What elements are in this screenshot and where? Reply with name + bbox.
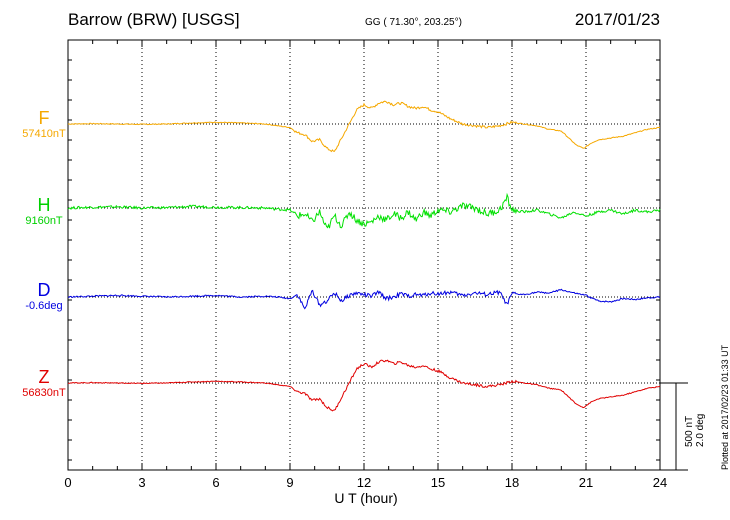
channel-f-label: F 57410nT bbox=[14, 108, 74, 141]
coordinates-label: GG ( 71.30°, 203.25°) bbox=[365, 17, 462, 28]
x-tick-label: 3 bbox=[138, 475, 145, 490]
channel-d-name: D bbox=[37, 280, 51, 300]
station-title: Barrow (BRW) [USGS] bbox=[68, 10, 240, 29]
x-tick-label: 6 bbox=[212, 475, 219, 490]
channel-z-label: Z 56830nT bbox=[14, 367, 74, 400]
x-tick-label: 15 bbox=[431, 475, 445, 490]
x-tick-label: 12 bbox=[357, 475, 371, 490]
x-tick-label: 9 bbox=[286, 475, 293, 490]
channel-d-baseline: -0.6deg bbox=[25, 300, 63, 312]
channel-h-baseline: 9160nT bbox=[25, 215, 63, 227]
channel-f-name: F bbox=[38, 108, 50, 128]
channel-f-baseline: 57410nT bbox=[22, 128, 66, 140]
channel-z-name: Z bbox=[38, 367, 50, 387]
date-label: 2017/01/23 bbox=[574, 10, 660, 29]
x-tick-label: 21 bbox=[579, 475, 593, 490]
series-line-d bbox=[67, 288, 661, 310]
channel-h-name: H bbox=[37, 195, 51, 215]
series-line-z bbox=[67, 359, 661, 412]
x-tick-label: 0 bbox=[64, 475, 71, 490]
x-tick-label: 24 bbox=[653, 475, 667, 490]
scale-bar-label: 500 nT 2.0 deg bbox=[684, 414, 706, 447]
scale-bar-nt: 500 nT bbox=[684, 415, 695, 447]
series-line-h bbox=[67, 192, 661, 229]
plotted-timestamp: Plotted at 2017/02/23 01:33 UT bbox=[720, 344, 730, 470]
channel-z-baseline: 56830nT bbox=[22, 387, 66, 399]
x-tick-label: 18 bbox=[505, 475, 519, 490]
x-axis-label: U T (hour) bbox=[334, 490, 398, 506]
scale-bar-deg: 2.0 deg bbox=[695, 413, 706, 447]
channel-d-label: D -0.6deg bbox=[14, 280, 74, 313]
series-line-f bbox=[67, 100, 661, 153]
channel-h-label: H 9160nT bbox=[14, 195, 74, 228]
